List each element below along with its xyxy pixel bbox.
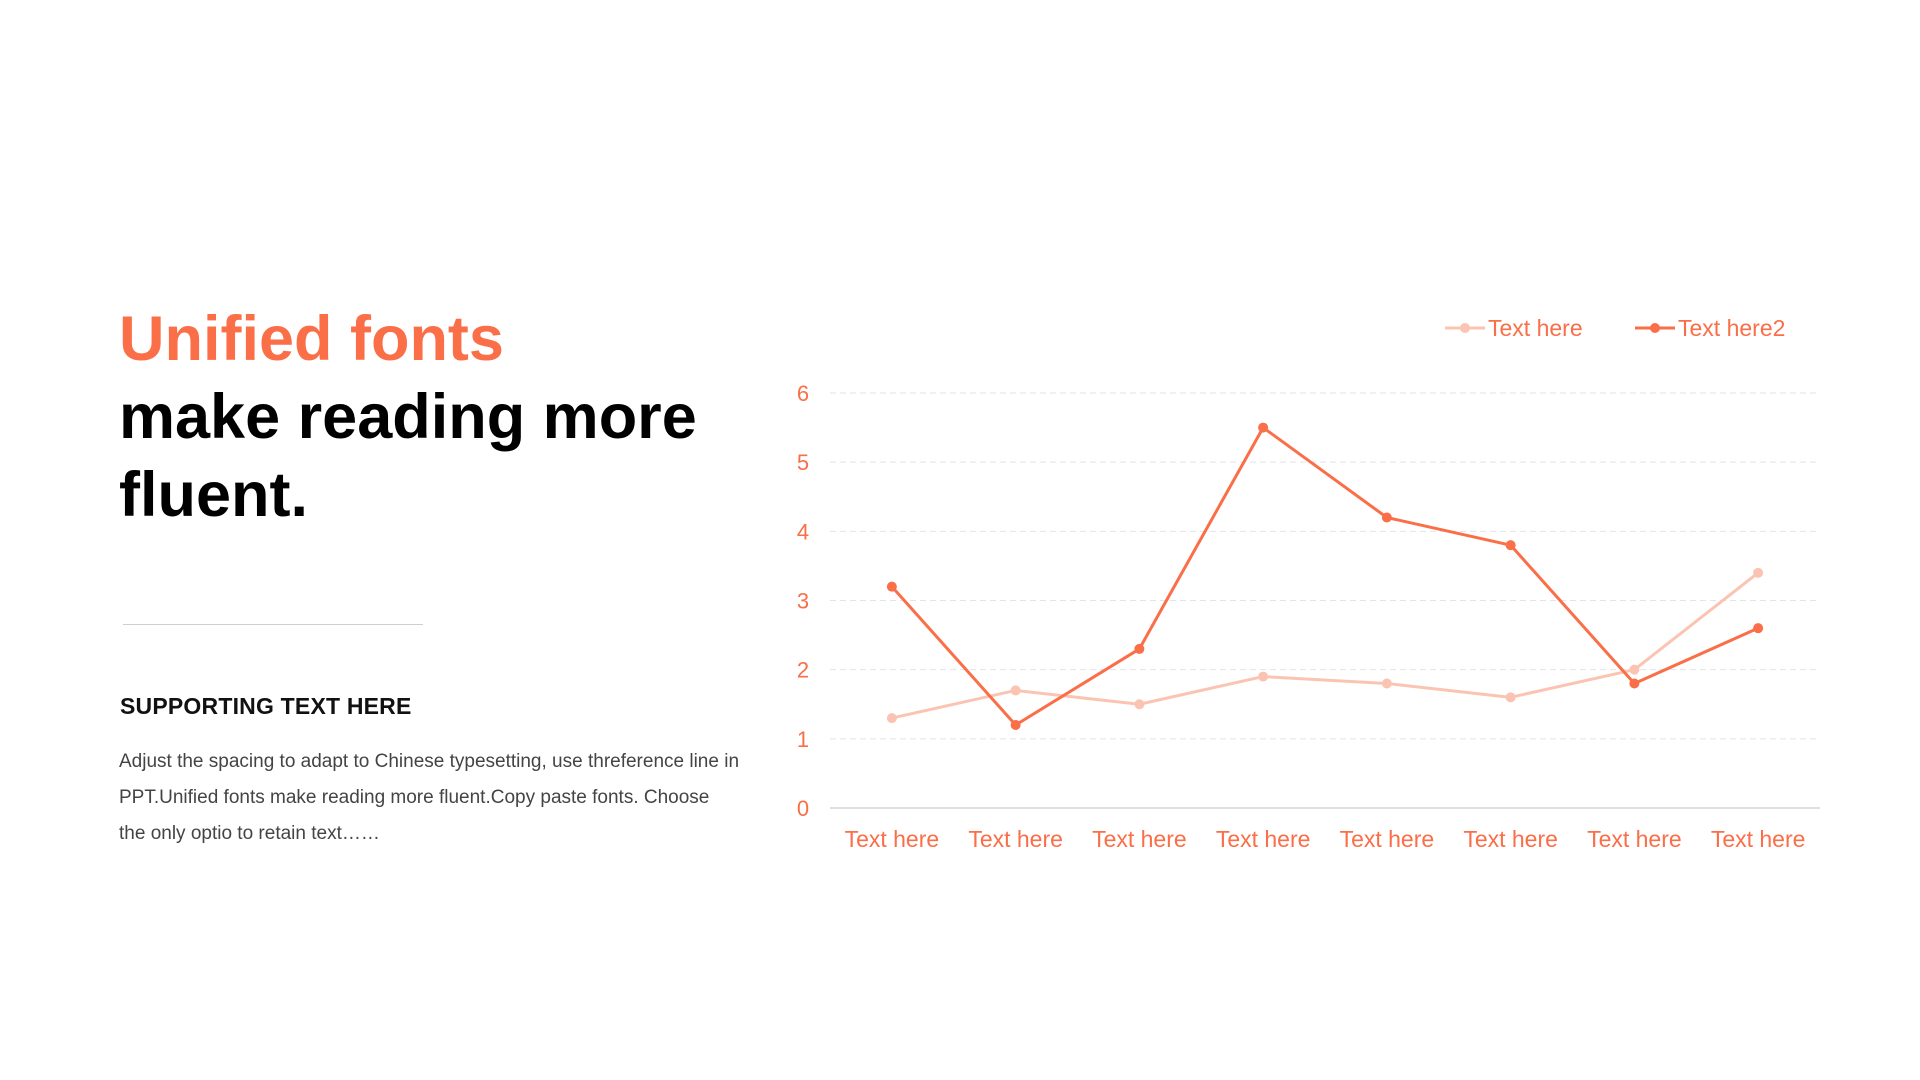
- title-accent: Unified fonts: [119, 304, 504, 374]
- y-axis-ticks: 0 1 2 3 4 5 6: [797, 381, 809, 821]
- series-2-point: [1629, 678, 1640, 689]
- series-1-point: [1134, 699, 1145, 710]
- x-tick-label: Text here: [845, 826, 940, 852]
- legend-label: Text here2: [1678, 315, 1785, 341]
- x-tick-label: Text here: [1216, 826, 1311, 852]
- x-tick-label: Text here: [1092, 826, 1187, 852]
- y-tick-label: 4: [797, 519, 809, 544]
- y-tick-label: 2: [797, 658, 809, 683]
- title-line-2: fluent.: [119, 460, 308, 530]
- legend-swatch-marker: [1650, 323, 1660, 333]
- x-tick-label: Text here: [1463, 826, 1558, 852]
- series-2-point: [1505, 540, 1516, 551]
- legend-swatch-marker: [1460, 323, 1470, 333]
- series-layer: [886, 422, 1764, 730]
- heading-block: Unified fonts make reading more fluent.: [119, 300, 739, 534]
- y-tick-label: 5: [797, 450, 809, 475]
- series-2-point: [886, 581, 897, 592]
- series-line-2: [890, 426, 1759, 727]
- x-axis-ticks: Text here Text here Text here Text here Text…: [845, 826, 1806, 852]
- x-tick-label: Text here: [1711, 826, 1806, 852]
- grid-layer: [830, 392, 1820, 809]
- divider: [123, 624, 423, 625]
- series-2-point: [1010, 720, 1021, 730]
- legend-label: Text here: [1488, 315, 1583, 341]
- series-2-point: [1381, 512, 1392, 523]
- y-tick-label: 1: [797, 727, 809, 752]
- series-1-point: [1629, 664, 1640, 675]
- series-1-point: [1381, 678, 1392, 689]
- x-tick-label: Text here: [1587, 826, 1682, 852]
- series-1-point: [1258, 671, 1269, 682]
- y-tick-label: 6: [797, 381, 809, 406]
- supporting-title: SUPPORTING TEXT HERE: [120, 693, 412, 719]
- supporting-body: Adjust the spacing to adapt to Chinese t…: [119, 751, 740, 844]
- series-2-point: [1258, 422, 1269, 433]
- y-tick-label: 3: [797, 589, 809, 614]
- series-line-1: [891, 571, 1760, 720]
- legend: Text here Text here2: [1445, 315, 1785, 341]
- title-line-1: make reading more: [119, 382, 697, 452]
- x-tick-label: Text here: [968, 826, 1063, 852]
- series-1-point: [1753, 567, 1764, 578]
- series-1-point: [1010, 685, 1021, 696]
- series-2-point: [1134, 643, 1145, 654]
- series-1-point: [1505, 692, 1516, 703]
- series-2-point: [1753, 623, 1764, 634]
- series-1-point: [886, 713, 897, 724]
- y-tick-label: 0: [797, 796, 809, 821]
- x-tick-label: Text here: [1340, 826, 1435, 852]
